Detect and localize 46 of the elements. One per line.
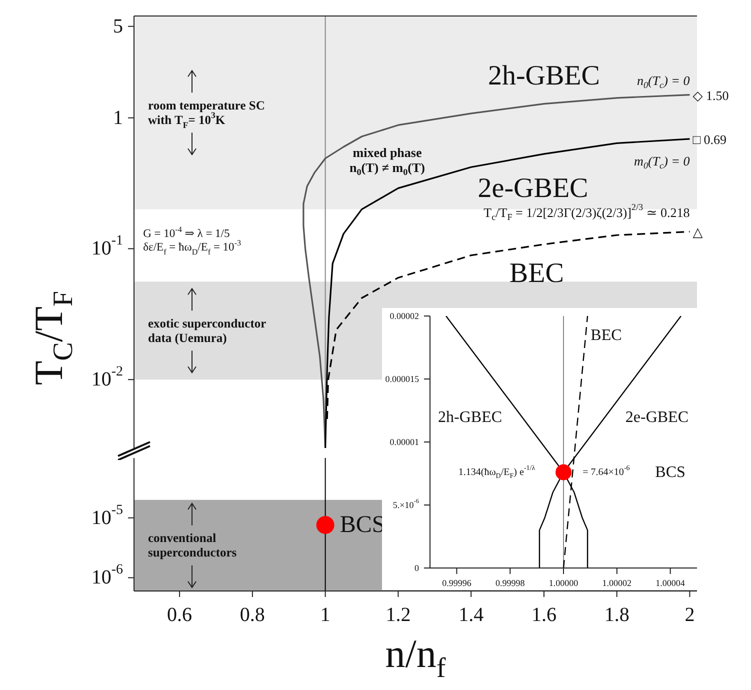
data-label: △ — [692, 224, 703, 240]
data-label: ◇ 1.50 — [692, 87, 729, 102]
annotation: 1.134(ħω$_{D}$/E$_{F}$) e$^{-1/λ}$ — [458, 464, 536, 480]
y-tick-label: 0.00001 — [390, 437, 419, 447]
y-tick-label: 1 — [113, 106, 123, 129]
line-series — [324, 138, 691, 448]
annotation: 2e-GBEC — [478, 172, 588, 204]
y-tick-label: 5 — [113, 15, 123, 38]
annotation: m$_{0}$(T$_{c}$) = 0 — [634, 153, 690, 171]
y-tick-label: 0.000015 — [385, 374, 420, 384]
x-tick-label: 1.8 — [604, 604, 630, 626]
annotation: BEC — [509, 258, 564, 289]
annotation: BEC — [590, 326, 622, 344]
annotation: 2h-GBEC — [438, 408, 502, 426]
data-label: □ 0.69 — [692, 131, 727, 146]
annotation: n$_{0}$(T$_{c}$) = 0 — [636, 72, 690, 90]
annotation: BCS — [655, 464, 686, 481]
band-label: exotic superconductor data (Uemura) — [148, 316, 267, 345]
x-tick-label: 2 — [684, 604, 695, 626]
x-tick-label: 1.6 — [531, 604, 556, 626]
x-tick-label: 0.99996 — [442, 578, 472, 588]
y-tick-label: 0.00002 — [390, 311, 419, 321]
y-tick-label: 5.×10$^{-6}$ — [392, 498, 419, 510]
x-tick-label: 0.6 — [167, 604, 192, 626]
x-tick-label: 0.8 — [240, 604, 265, 626]
y-tick-label: 0 — [414, 563, 420, 573]
x-tick-label: 1.2 — [386, 604, 411, 626]
band-label: conventional superconductors — [148, 531, 237, 560]
x-tick-label: 1.00002 — [602, 578, 632, 588]
y-tick-label: 10$^{-2}$ — [91, 364, 123, 391]
y-tick-label: 10$^{-5}$ — [91, 502, 123, 529]
x-tick-label: 1.00004 — [656, 578, 686, 588]
x-axis-title: n/n$_{f}$ — [385, 630, 446, 684]
band-label: room temperature SC with T$_{F}$= 10$^{3}$K — [148, 98, 265, 130]
x-tick-label: 0.99998 — [495, 578, 526, 588]
y-tick-label: 10$^{-6}$ — [91, 562, 123, 589]
y-tick-label: 10$^{-1}$ — [91, 234, 123, 260]
text: G = 10$^{-4}$ ⇒ λ = 1/5 δε/E$_{f}$ = ħω$_{D}$/E$_{f}$ = 10$^{-3}$ — [143, 225, 242, 256]
x-tick-label: 1.00000 — [548, 578, 579, 588]
annotation: T$_{c}$/T$_{F}$ = 1/2[2/3Γ(2/3)ζ(2/3)]$^{2/3}$ ≃ 0.218 — [484, 202, 690, 222]
annotation: mixed phase n$_{0}$(T) ≠ m$_{0}$(T) — [350, 144, 425, 178]
x-tick-label: 1.4 — [458, 604, 484, 626]
annotation: = 7.64×10$^{-6}$ — [582, 464, 630, 478]
x-tick-label: 1 — [320, 604, 330, 626]
annotation: 2h-GBEC — [488, 60, 600, 92]
annotation: 2e-GBEC — [625, 408, 689, 426]
